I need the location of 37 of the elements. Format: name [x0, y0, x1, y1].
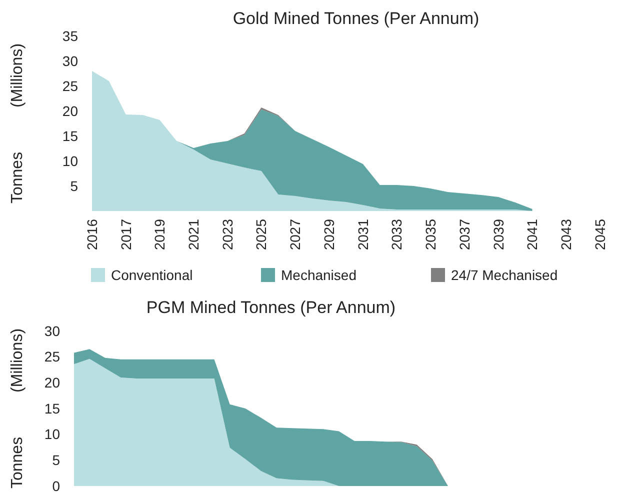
legend-label: 24/7 Mechanised: [451, 267, 558, 284]
x-tick-label: 2025: [253, 218, 270, 250]
x-tick-label: 2023: [219, 218, 236, 250]
x-tick-label: 2039: [490, 218, 506, 250]
chart-title: PGM Mined Tonnes (Per Annum): [146, 298, 396, 317]
y-tick-label: 20: [62, 102, 78, 119]
y-tick-label: 15: [62, 128, 78, 144]
x-tick-label: 2027: [287, 218, 304, 250]
y-tick-label: 30: [44, 322, 60, 339]
y-tick-label: 35: [62, 28, 78, 44]
y-tick-label: 5: [52, 452, 60, 468]
y-axis-title: Tonnes (Millions): [9, 328, 26, 489]
x-tick-label: 2019: [152, 218, 168, 250]
y-axis-title: Tonnes (Millions): [9, 43, 26, 204]
legend-label: Conventional: [111, 267, 193, 284]
x-tick-label: 2041: [524, 218, 540, 250]
y-tick-label: 25: [44, 348, 60, 365]
x-tick-label: 2033: [388, 218, 405, 250]
x-tick-label: 2017: [118, 218, 134, 250]
x-tick-label: 2035: [422, 218, 439, 250]
y-tick-label: 10: [44, 426, 60, 442]
y-tick-label: 25: [62, 78, 78, 94]
x-tick-label: 2029: [320, 218, 337, 250]
x-tick-label: 2016: [84, 218, 100, 250]
y-tick-label: 5: [70, 178, 78, 194]
legend-label: Mechanised: [281, 267, 356, 284]
x-tick-label: 2021: [186, 218, 202, 250]
y-tick-label: 15: [44, 400, 60, 416]
y-tick-label: 20: [44, 374, 60, 391]
x-tick-label: 2037: [456, 218, 472, 250]
x-tick-label: 2043: [558, 218, 574, 250]
y-tick-label: 10: [62, 152, 78, 169]
x-tick-label: 2045: [592, 218, 608, 250]
x-tick-label: 2031: [354, 218, 371, 250]
chart-title: Gold Mined Tonnes (Per Annum): [232, 9, 480, 28]
y-tick-label: 30: [62, 52, 78, 69]
y-tick-label: 0: [52, 478, 60, 494]
